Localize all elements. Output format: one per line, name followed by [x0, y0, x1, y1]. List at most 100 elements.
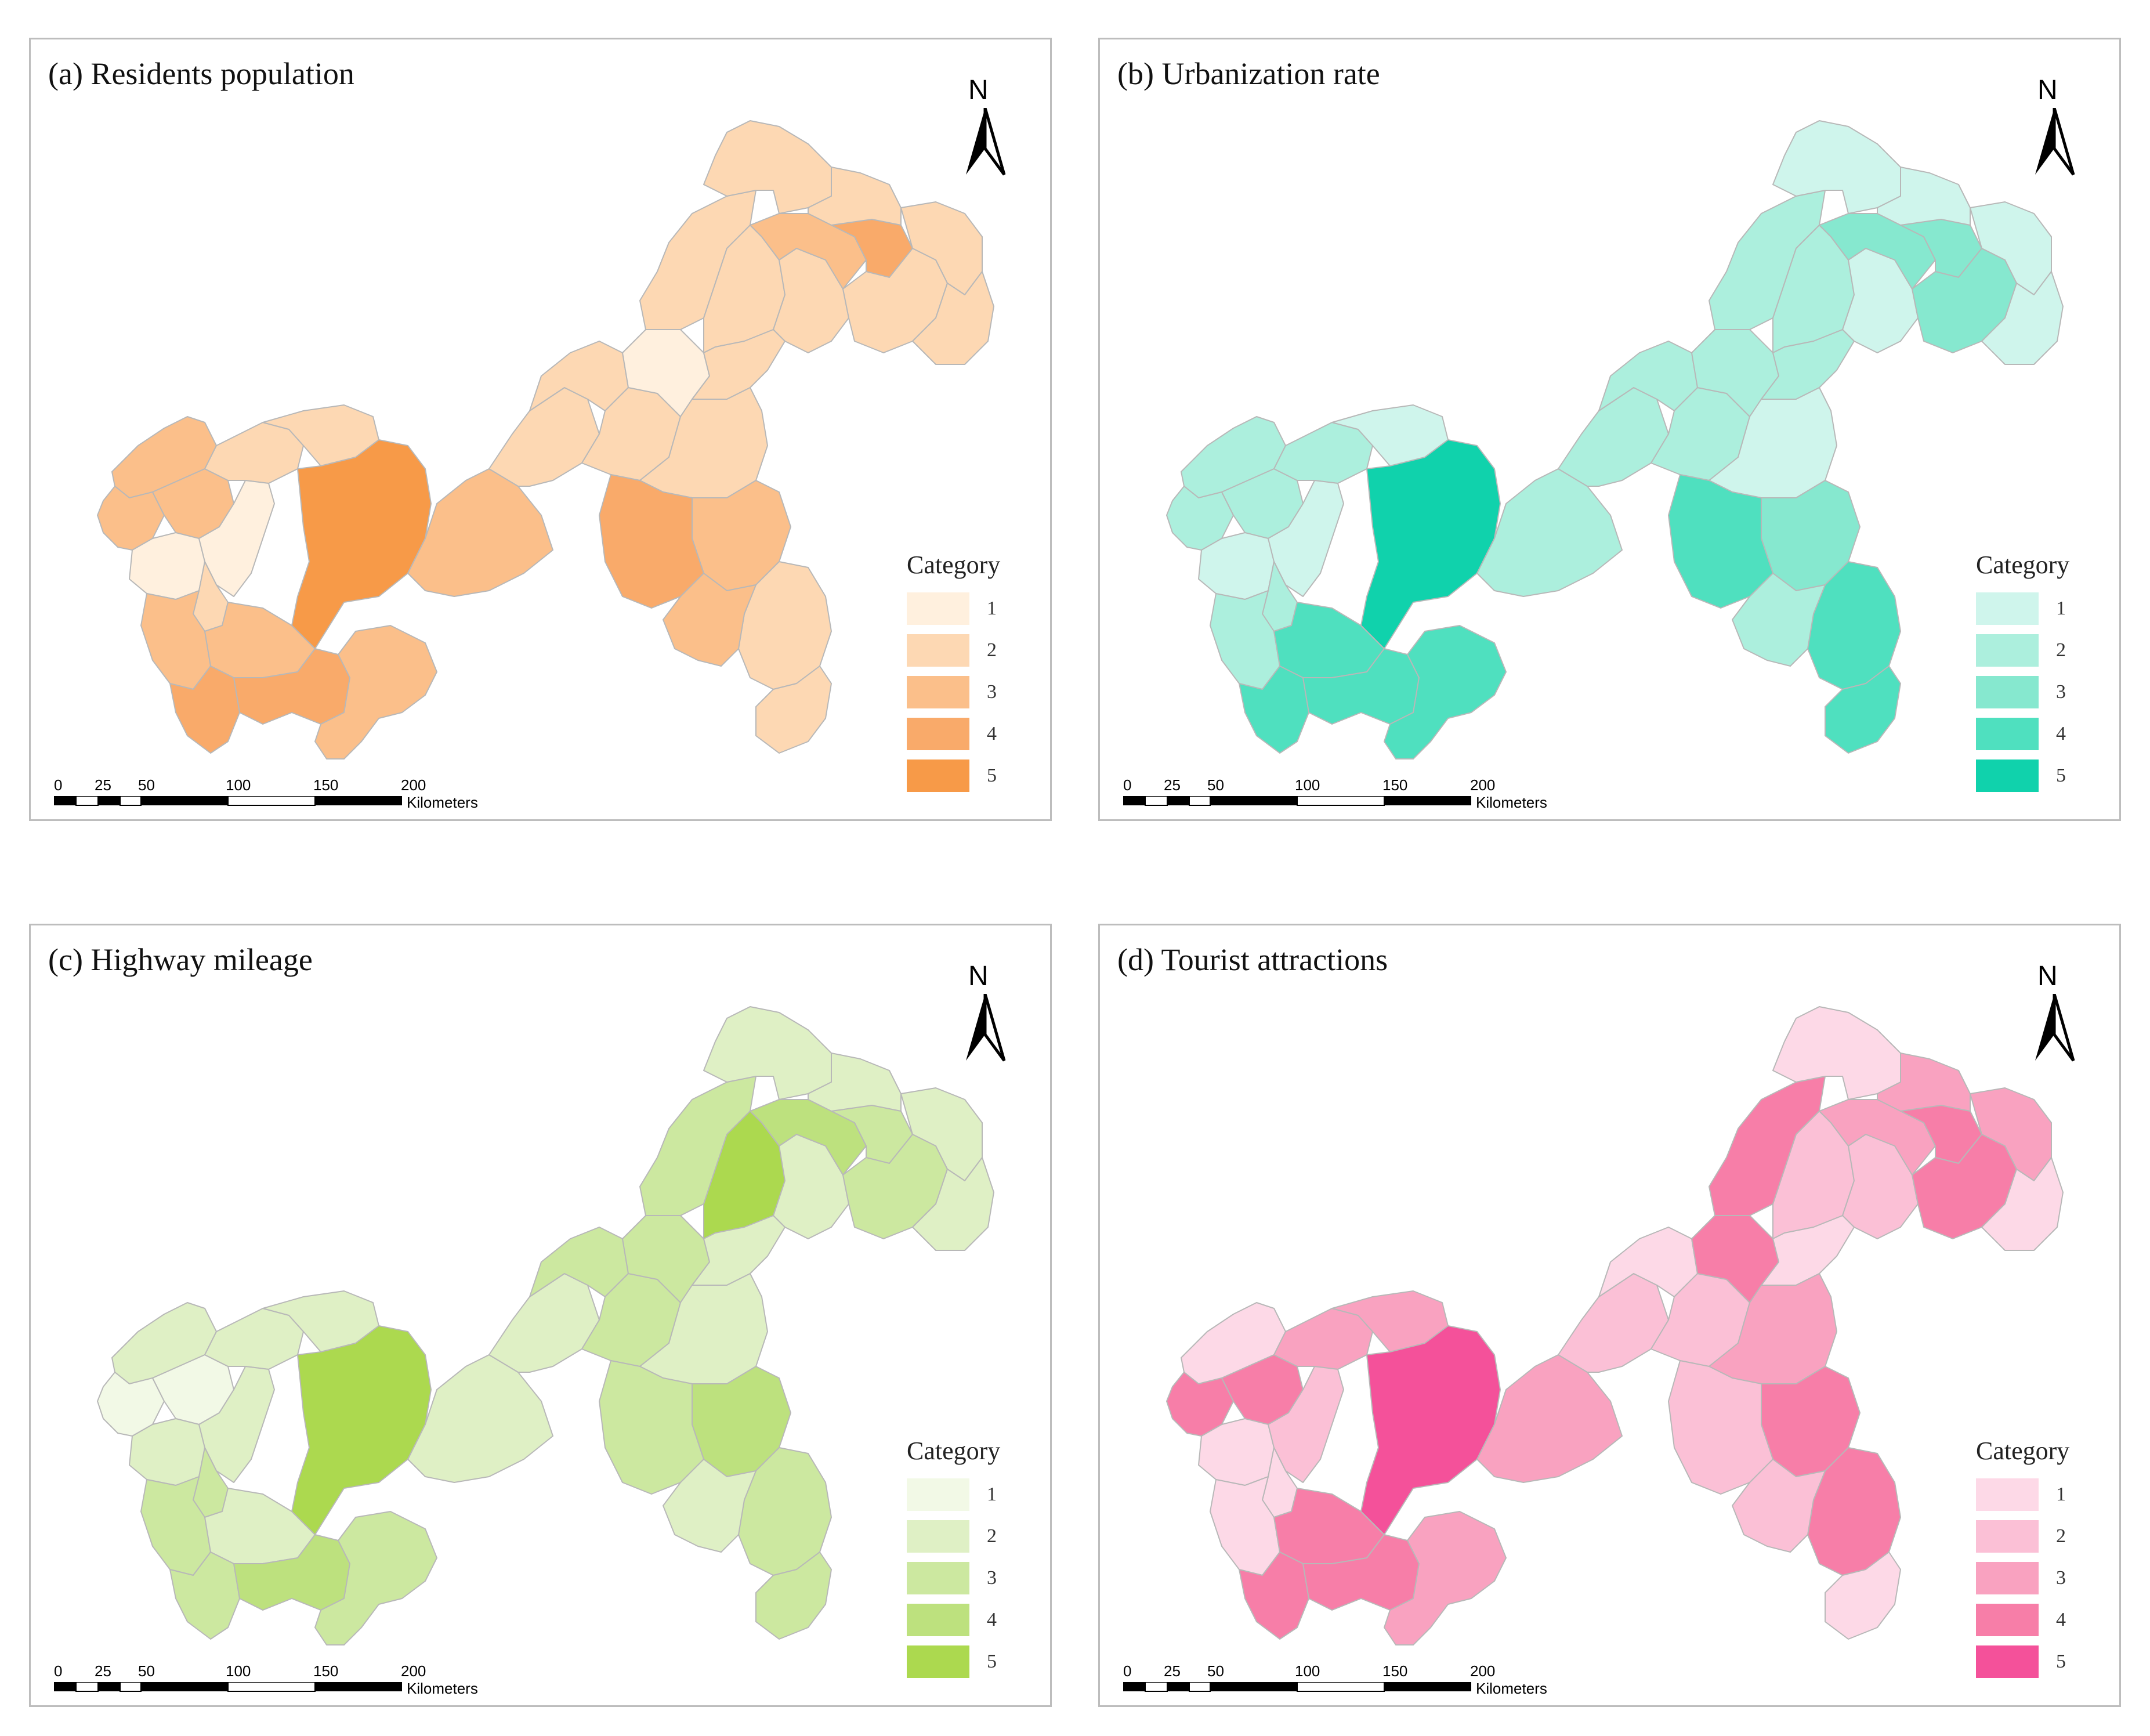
scale-tick-label: 150	[313, 1662, 339, 1680]
legend-item: 2	[907, 1516, 1000, 1557]
district-region	[314, 1511, 437, 1645]
district-region	[912, 1157, 994, 1251]
district-region	[1981, 1157, 2064, 1251]
panel-title: (b) Urbanization rate	[1117, 56, 1380, 91]
scale-bar-graphic	[1123, 1682, 1471, 1692]
district-region	[663, 573, 757, 667]
north-label: N	[2037, 75, 2058, 106]
legend-item: 4	[1976, 713, 2069, 755]
legend-swatch	[907, 1520, 969, 1553]
scale-unit-label: Kilometers	[1476, 794, 1547, 811]
district-region	[407, 1354, 553, 1483]
district-region	[291, 439, 432, 649]
legend-label: 3	[2056, 681, 2066, 703]
legend-item: 1	[907, 588, 1000, 630]
district-region	[1732, 1459, 1826, 1553]
scale-tick-label: 0	[54, 1662, 63, 1680]
legend-swatch	[907, 634, 969, 667]
district-region	[1732, 573, 1826, 667]
district-region	[808, 167, 902, 226]
legend-item: 4	[1976, 1599, 2069, 1641]
north-arrow: N	[2028, 960, 2080, 1062]
legend-swatch	[907, 1604, 969, 1636]
district-region	[314, 625, 437, 760]
scale-tick-label: 0	[1123, 1662, 1132, 1680]
scale-tick-label: 25	[1164, 1662, 1181, 1680]
district-region	[1819, 1099, 1936, 1176]
legend-item: 2	[907, 630, 1000, 671]
panel-title: (d) Tourist attractions	[1117, 942, 1388, 977]
district-region	[1239, 1551, 1309, 1640]
legend-swatch	[1976, 760, 2039, 792]
legend-label: 2	[987, 639, 997, 661]
legend-item: 4	[907, 713, 1000, 755]
district-region	[204, 1308, 304, 1370]
legend-label: 2	[2056, 1525, 2066, 1547]
map-panel-2: (b) Urbanization rate N Category 1 2 3 4 5 0…	[1098, 38, 2121, 821]
district-region	[912, 271, 994, 365]
legend: Category 1 2 3 4 5	[907, 1436, 1000, 1683]
district-region	[750, 213, 867, 290]
legend-item: 1	[907, 1474, 1000, 1516]
north-arrow-icon	[2035, 108, 2075, 176]
panel-title: (c) Highway mileage	[48, 942, 313, 977]
scale-tick-label: 50	[1207, 776, 1224, 794]
north-arrow: N	[959, 74, 1011, 176]
legend-swatch	[1976, 676, 2039, 708]
scale-tick-label: 25	[95, 1662, 111, 1680]
legend-swatch	[1976, 592, 2039, 625]
district-region	[1825, 1551, 1901, 1640]
scale-tick-label: 150	[1382, 776, 1408, 794]
legend-item: 3	[1976, 1557, 2069, 1599]
legend-item: 1	[1976, 1474, 2069, 1516]
legend-item: 5	[1976, 1641, 2069, 1683]
region-map	[97, 120, 994, 760]
scale-tick-label: 200	[401, 1662, 426, 1680]
legend-item: 3	[907, 1557, 1000, 1599]
scale-unit-label: Kilometers	[407, 1680, 478, 1697]
north-arrow-icon	[966, 108, 1006, 176]
scale-tick-label: 0	[1123, 776, 1132, 794]
scale-tick-label: 100	[1295, 776, 1320, 794]
legend-label: 3	[987, 1567, 997, 1589]
map-panel-1: (a) Residents population N Category 1 2 3 4…	[29, 38, 1052, 821]
legend-label: 3	[2056, 1567, 2066, 1589]
scale-tick-label: 50	[138, 776, 155, 794]
scale-tick-label: 200	[1470, 1662, 1496, 1680]
legend-swatch	[1976, 1604, 2039, 1636]
scale-unit-label: Kilometers	[1476, 1680, 1547, 1697]
map-panel-3: (c) Highway mileage N Category 1 2 3 4 5 0 25…	[29, 924, 1052, 1707]
legend-swatch	[907, 1478, 969, 1511]
district-region	[808, 1053, 902, 1112]
district-region	[169, 666, 240, 754]
region-map	[1166, 120, 2064, 760]
scale-tick-label: 100	[226, 1662, 251, 1680]
legend-label: 2	[2056, 639, 2066, 661]
legend-swatch	[907, 676, 969, 708]
district-region	[1476, 468, 1623, 597]
north-label: N	[2037, 961, 2058, 992]
district-region	[1476, 1354, 1623, 1483]
legend-item: 3	[907, 671, 1000, 713]
legend-swatch	[1976, 1520, 2039, 1553]
legend-item: 5	[907, 755, 1000, 797]
scale-bar: 0 25 50 100 150 200 Kilometers	[54, 1662, 506, 1697]
north-label: N	[968, 961, 989, 992]
scale-bar: 0 25 50 100 150 200 Kilometers	[1123, 776, 1576, 811]
scale-bar-graphic	[54, 796, 402, 806]
legend-item: 2	[1976, 1516, 2069, 1557]
north-arrow: N	[2028, 74, 2080, 176]
legend-label: 4	[2056, 723, 2066, 744]
district-region	[1384, 625, 1507, 760]
legend-label: 5	[987, 765, 997, 786]
district-region	[1273, 422, 1373, 484]
north-arrow-icon	[2035, 994, 2075, 1062]
scale-bar-graphic	[1123, 796, 1471, 806]
legend-swatch	[907, 760, 969, 792]
scale-tick-label: 200	[401, 776, 426, 794]
district-region	[755, 666, 832, 754]
legend-item: 5	[907, 1641, 1000, 1683]
legend: Category 1 2 3 4 5	[1976, 550, 2069, 797]
region-map	[97, 1006, 994, 1645]
district-region	[1360, 1325, 1501, 1535]
